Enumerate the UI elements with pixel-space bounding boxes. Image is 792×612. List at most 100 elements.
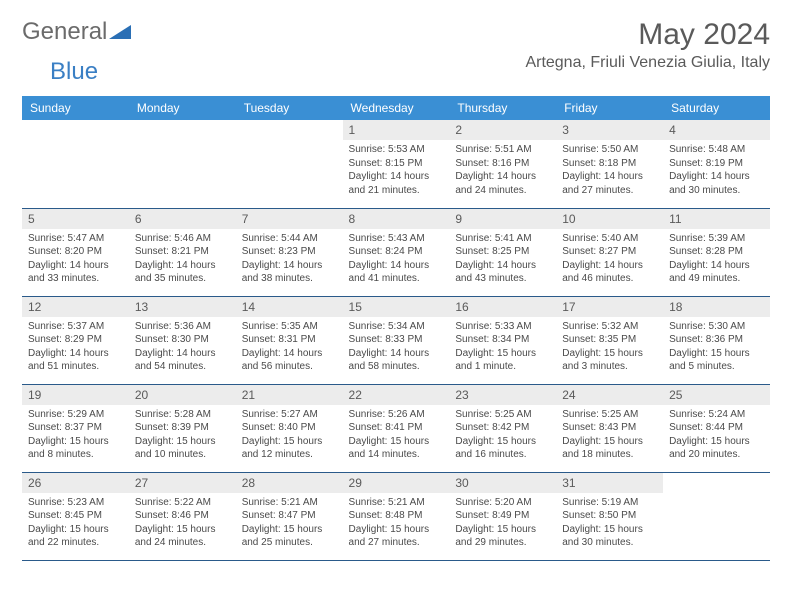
day-body: Sunrise: 5:39 AMSunset: 8:28 PMDaylight:… <box>663 229 770 290</box>
day-body: Sunrise: 5:47 AMSunset: 8:20 PMDaylight:… <box>22 229 129 290</box>
calendar-cell: 17Sunrise: 5:32 AMSunset: 8:35 PMDayligh… <box>556 296 663 384</box>
day-line: Sunset: 8:28 PM <box>669 245 764 259</box>
day-body: Sunrise: 5:35 AMSunset: 8:31 PMDaylight:… <box>236 317 343 378</box>
day-body: Sunrise: 5:19 AMSunset: 8:50 PMDaylight:… <box>556 493 663 554</box>
day-line: and 30 minutes. <box>562 536 657 550</box>
day-line: Sunset: 8:43 PM <box>562 421 657 435</box>
day-line: Sunrise: 5:40 AM <box>562 232 657 246</box>
day-line: Sunrise: 5:37 AM <box>28 320 123 334</box>
day-line: Daylight: 14 hours <box>28 259 123 273</box>
day-number: 22 <box>343 385 450 405</box>
day-line: Sunrise: 5:25 AM <box>455 408 550 422</box>
day-number: 15 <box>343 297 450 317</box>
day-line: Sunset: 8:33 PM <box>349 333 444 347</box>
day-number: 29 <box>343 473 450 493</box>
day-line: Sunrise: 5:28 AM <box>135 408 230 422</box>
day-line: Daylight: 15 hours <box>562 347 657 361</box>
calendar-cell: 5Sunrise: 5:47 AMSunset: 8:20 PMDaylight… <box>22 208 129 296</box>
day-body: Sunrise: 5:32 AMSunset: 8:35 PMDaylight:… <box>556 317 663 378</box>
day-line: and 20 minutes. <box>669 448 764 462</box>
calendar-cell: 13Sunrise: 5:36 AMSunset: 8:30 PMDayligh… <box>129 296 236 384</box>
day-line: Sunrise: 5:41 AM <box>455 232 550 246</box>
day-body: Sunrise: 5:25 AMSunset: 8:43 PMDaylight:… <box>556 405 663 466</box>
day-body: Sunrise: 5:46 AMSunset: 8:21 PMDaylight:… <box>129 229 236 290</box>
day-number: 2 <box>449 120 556 140</box>
day-number: 5 <box>22 209 129 229</box>
day-line: Sunrise: 5:35 AM <box>242 320 337 334</box>
day-line: and 27 minutes. <box>349 536 444 550</box>
day-line: Sunset: 8:41 PM <box>349 421 444 435</box>
day-body: Sunrise: 5:30 AMSunset: 8:36 PMDaylight:… <box>663 317 770 378</box>
day-line: Daylight: 15 hours <box>349 435 444 449</box>
calendar-cell <box>22 120 129 208</box>
day-line: Sunrise: 5:21 AM <box>242 496 337 510</box>
day-line: Sunrise: 5:53 AM <box>349 143 444 157</box>
day-line: Daylight: 14 hours <box>135 347 230 361</box>
day-number: 4 <box>663 120 770 140</box>
day-line: Daylight: 14 hours <box>455 170 550 184</box>
logo-triangle-icon <box>109 21 131 44</box>
day-line: Sunset: 8:23 PM <box>242 245 337 259</box>
day-line: Sunrise: 5:50 AM <box>562 143 657 157</box>
day-number: 31 <box>556 473 663 493</box>
day-line: Daylight: 15 hours <box>349 523 444 537</box>
weekday-header: Monday <box>129 96 236 120</box>
day-line: Daylight: 14 hours <box>562 259 657 273</box>
day-number: 30 <box>449 473 556 493</box>
day-number: 25 <box>663 385 770 405</box>
day-number: 7 <box>236 209 343 229</box>
day-number: 27 <box>129 473 236 493</box>
weekday-header: Thursday <box>449 96 556 120</box>
day-line: Sunset: 8:37 PM <box>28 421 123 435</box>
day-line: and 1 minute. <box>455 360 550 374</box>
day-line: and 41 minutes. <box>349 272 444 286</box>
calendar-cell: 16Sunrise: 5:33 AMSunset: 8:34 PMDayligh… <box>449 296 556 384</box>
day-body: Sunrise: 5:27 AMSunset: 8:40 PMDaylight:… <box>236 405 343 466</box>
day-line: Sunset: 8:45 PM <box>28 509 123 523</box>
day-body: Sunrise: 5:36 AMSunset: 8:30 PMDaylight:… <box>129 317 236 378</box>
day-line: Daylight: 15 hours <box>135 523 230 537</box>
logo-text-general: General <box>22 18 107 46</box>
day-body: Sunrise: 5:37 AMSunset: 8:29 PMDaylight:… <box>22 317 129 378</box>
day-line: Sunset: 8:21 PM <box>135 245 230 259</box>
day-line: Daylight: 14 hours <box>669 170 764 184</box>
day-line: and 21 minutes. <box>349 184 444 198</box>
day-line: Sunset: 8:27 PM <box>562 245 657 259</box>
day-line: and 5 minutes. <box>669 360 764 374</box>
day-line: Daylight: 15 hours <box>562 435 657 449</box>
calendar-cell: 18Sunrise: 5:30 AMSunset: 8:36 PMDayligh… <box>663 296 770 384</box>
day-line: Sunset: 8:36 PM <box>669 333 764 347</box>
calendar-cell: 31Sunrise: 5:19 AMSunset: 8:50 PMDayligh… <box>556 472 663 560</box>
day-body: Sunrise: 5:25 AMSunset: 8:42 PMDaylight:… <box>449 405 556 466</box>
day-line: Daylight: 14 hours <box>455 259 550 273</box>
calendar-cell: 22Sunrise: 5:26 AMSunset: 8:41 PMDayligh… <box>343 384 450 472</box>
day-number: 9 <box>449 209 556 229</box>
day-line: Sunset: 8:20 PM <box>28 245 123 259</box>
day-number: 26 <box>22 473 129 493</box>
day-line: Daylight: 15 hours <box>669 347 764 361</box>
day-line: and 46 minutes. <box>562 272 657 286</box>
day-line: Daylight: 15 hours <box>28 435 123 449</box>
day-line: Daylight: 14 hours <box>242 259 337 273</box>
day-line: Sunset: 8:42 PM <box>455 421 550 435</box>
day-line: Sunset: 8:24 PM <box>349 245 444 259</box>
day-line: Sunrise: 5:34 AM <box>349 320 444 334</box>
day-line: and 38 minutes. <box>242 272 337 286</box>
calendar-cell: 1Sunrise: 5:53 AMSunset: 8:15 PMDaylight… <box>343 120 450 208</box>
day-line: Sunset: 8:39 PM <box>135 421 230 435</box>
calendar-row: 26Sunrise: 5:23 AMSunset: 8:45 PMDayligh… <box>22 472 770 560</box>
day-line: Daylight: 14 hours <box>349 259 444 273</box>
day-line: Sunrise: 5:47 AM <box>28 232 123 246</box>
day-line: and 51 minutes. <box>28 360 123 374</box>
day-line: Sunset: 8:50 PM <box>562 509 657 523</box>
day-line: Daylight: 15 hours <box>242 435 337 449</box>
day-body: Sunrise: 5:26 AMSunset: 8:41 PMDaylight:… <box>343 405 450 466</box>
calendar-cell: 28Sunrise: 5:21 AMSunset: 8:47 PMDayligh… <box>236 472 343 560</box>
day-line: and 14 minutes. <box>349 448 444 462</box>
day-line: Daylight: 14 hours <box>349 347 444 361</box>
day-number: 13 <box>129 297 236 317</box>
day-line: Daylight: 15 hours <box>455 347 550 361</box>
day-number: 16 <box>449 297 556 317</box>
day-number: 1 <box>343 120 450 140</box>
calendar-cell: 25Sunrise: 5:24 AMSunset: 8:44 PMDayligh… <box>663 384 770 472</box>
